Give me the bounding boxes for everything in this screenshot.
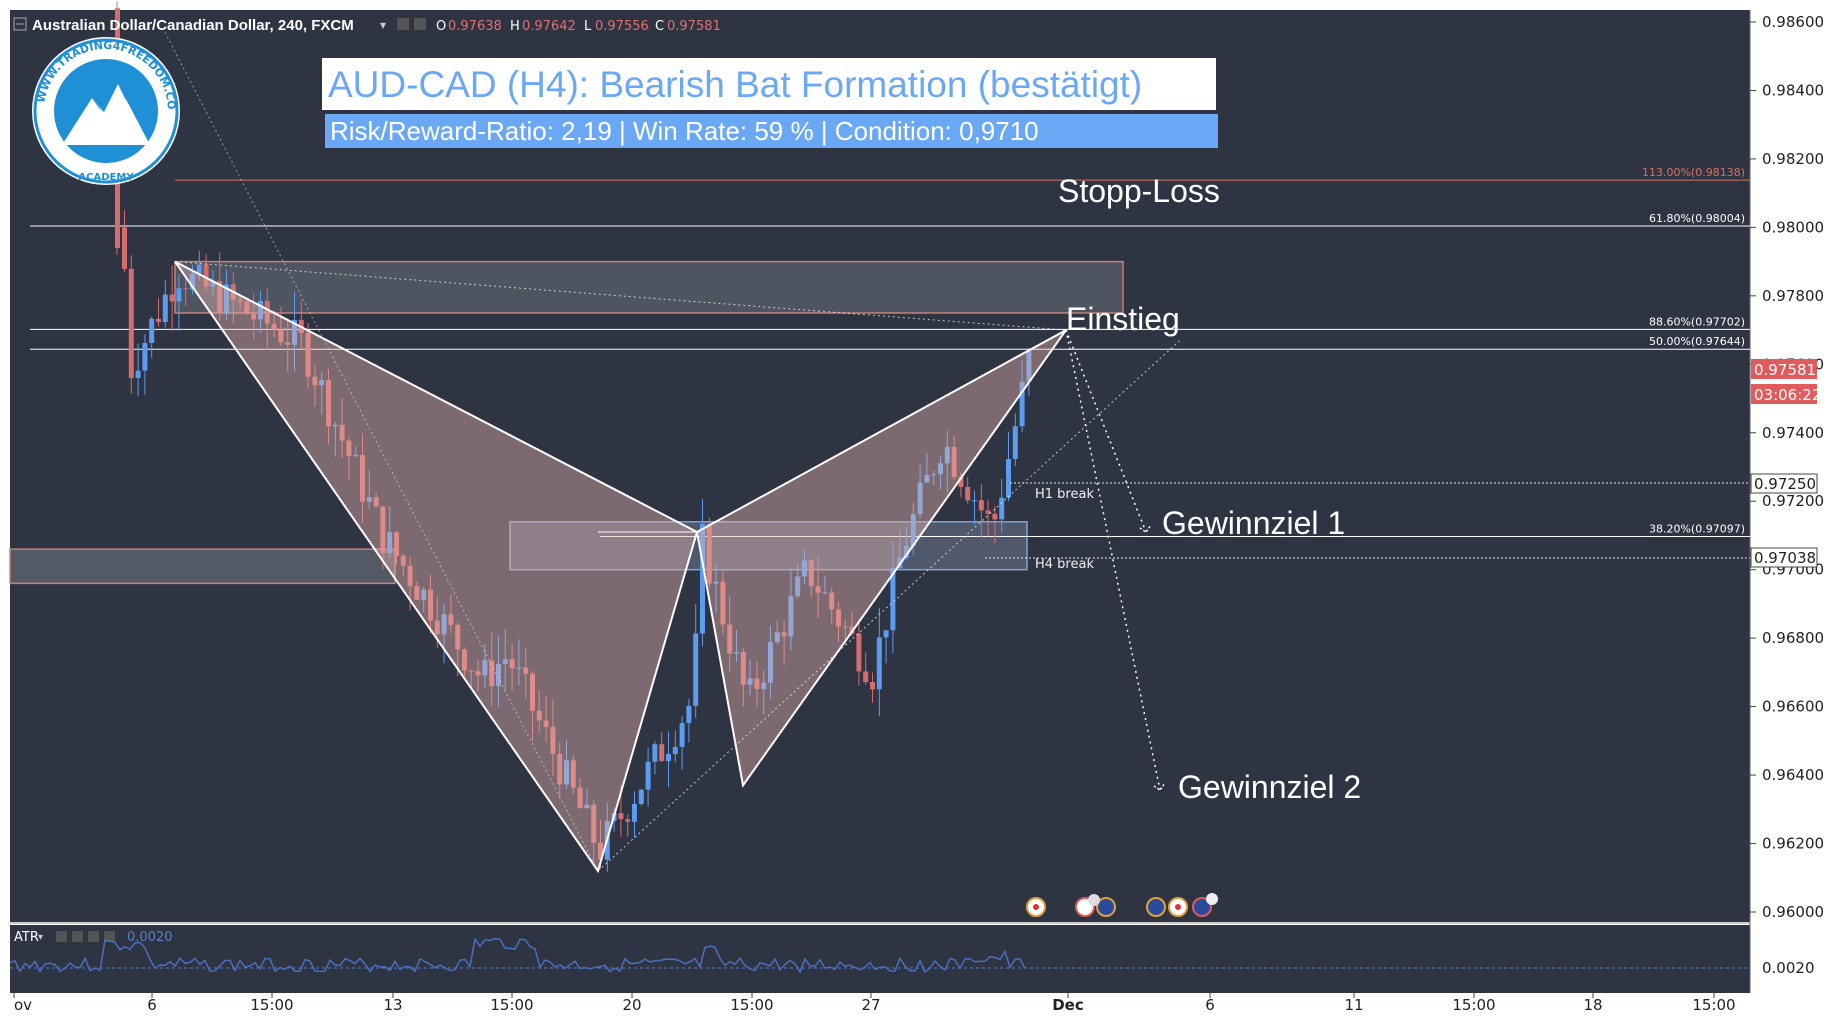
h1-level-tag: 0.97250: [1750, 473, 1818, 494]
event-aud-icon[interactable]: [1096, 897, 1116, 917]
x-tick-label: 6: [1205, 996, 1215, 1014]
atr-line: [9, 937, 1026, 974]
atr-label[interactable]: ATR: [14, 930, 39, 945]
svg-text:0.97581: 0.97581: [1754, 361, 1816, 379]
y-tick-label: 0.98400: [1762, 81, 1824, 99]
x-tick-label: 15:00: [490, 996, 533, 1014]
banner-subtitle: Risk/Reward-Ratio: 2,19 | Win Rate: 59 %…: [330, 116, 1039, 146]
y-tick-label: 0.96000: [1762, 903, 1824, 921]
symbol-dropdown-icon[interactable]: ▾: [380, 18, 386, 32]
y-tick-label: 0.97800: [1762, 287, 1824, 305]
x-tick-label: 13: [383, 996, 402, 1014]
svg-text:L: L: [584, 19, 592, 34]
symbol-header[interactable]: Australian Dollar/Canadian Dollar, 240, …: [13, 17, 721, 34]
fib-level-label: 61.80%(0.98004): [1649, 212, 1745, 225]
banner-title: AUD-CAD (H4): Bearish Bat Formation (bes…: [328, 64, 1142, 105]
svg-text:0.97638: 0.97638: [448, 19, 502, 34]
stop-loss-label: Stopp-Loss: [1058, 173, 1220, 209]
h1-break-label: H1 break: [1035, 487, 1094, 502]
y-tick-label: 0.96200: [1762, 835, 1824, 853]
x-tick-label: 15:00: [730, 996, 773, 1014]
hide-icon[interactable]: [414, 18, 426, 30]
fib-level-label: 88.60%(0.97702): [1649, 315, 1745, 328]
x-tick-label: 18: [1583, 996, 1602, 1014]
x-tick-label: 20: [622, 996, 641, 1014]
svg-text:0.97250: 0.97250: [1754, 475, 1816, 493]
fib-level-label: 113.00%(0.98138): [1642, 166, 1745, 179]
x-tick-label: 15:00: [1452, 996, 1495, 1014]
atr-value: 0.0020: [127, 930, 173, 945]
x-tick-label: 15:00: [1692, 996, 1735, 1014]
svg-text:O: O: [436, 19, 446, 34]
upper-supply-zone: [174, 260, 1124, 314]
main-pane[interactable]: [10, 10, 1750, 922]
entry-label: Einstieg: [1066, 301, 1180, 337]
h4-level-tag: 0.97038: [1750, 547, 1818, 568]
svg-text:H: H: [510, 19, 520, 34]
candles-layer: [115, 1, 1032, 872]
banner-subtitle-box: [325, 114, 1218, 148]
pattern-bcd-triangle: [695, 329, 1067, 788]
atr-pane[interactable]: [10, 925, 1750, 993]
atr-hide-icon[interactable]: [72, 931, 83, 942]
event-aud-icon[interactable]: [1146, 897, 1166, 917]
atr-close-icon[interactable]: [104, 931, 115, 942]
svg-text:0.97581: 0.97581: [667, 19, 721, 34]
mid-zone: [509, 521, 1028, 571]
atr-dropdown-icon[interactable]: ▾: [38, 932, 43, 943]
pattern-ad-line: [597, 339, 1181, 872]
x-tick-label: 11: [1344, 996, 1363, 1014]
h4-break-label: H4 break: [1035, 557, 1094, 572]
svg-text:03:06:22: 03:06:22: [1754, 386, 1821, 404]
svg-text:ACADEMY: ACADEMY: [78, 172, 134, 183]
svg-text:0.97038: 0.97038: [1754, 549, 1816, 567]
x-tick-label: Dec: [1052, 996, 1084, 1014]
settings-icon[interactable]: [397, 18, 409, 30]
x-tick-label: ov: [14, 996, 32, 1014]
y-tick-label: 0.98000: [1762, 218, 1824, 236]
y-tick-label: 0.97400: [1762, 424, 1824, 442]
atr-add-icon[interactable]: [88, 931, 99, 942]
atr-settings-icon[interactable]: [56, 931, 67, 942]
svg-text:0.97642: 0.97642: [522, 19, 576, 34]
y-tick-label: 0.96600: [1762, 698, 1824, 716]
target-arrow: [1065, 329, 1161, 791]
target-1-label: Gewinnziel 1: [1162, 505, 1345, 541]
x-tick-label: 6: [147, 996, 157, 1014]
lower-zone: [9, 548, 396, 585]
banner-title-box: [322, 58, 1216, 110]
x-tick-label: 15:00: [250, 996, 293, 1014]
x-tick-label: 27: [861, 996, 880, 1014]
fib-level-label: 38.20%(0.97097): [1649, 522, 1745, 535]
fib-level-label: 50.00%(0.97644): [1649, 335, 1745, 348]
y-tick-label: 0.97200: [1762, 492, 1824, 510]
target-2-label: Gewinnziel 2: [1178, 769, 1361, 805]
atr-axis-label: 0.0020: [1762, 959, 1815, 977]
economic-events[interactable]: [1026, 893, 1218, 917]
y-tick-label: 0.98600: [1762, 13, 1824, 31]
target-arrow: [1065, 329, 1147, 533]
atr-header[interactable]: ATR ▾ 0.0020: [14, 930, 173, 945]
y-tick-label: 0.98200: [1762, 150, 1824, 168]
svg-text:0.97556: 0.97556: [595, 19, 649, 34]
last-price-tag: 0.97581 03:06:22: [1751, 359, 1821, 404]
y-tick-label: 0.96800: [1762, 629, 1824, 647]
pattern-xd-line: [174, 261, 1067, 331]
svg-text:C: C: [655, 19, 664, 34]
symbol-name[interactable]: Australian Dollar/Canadian Dollar, 240, …: [32, 17, 354, 34]
pattern-xab-triangle: [174, 260, 699, 874]
event-aud-icon[interactable]: [1192, 897, 1212, 917]
y-tick-label: 0.96400: [1762, 766, 1824, 784]
